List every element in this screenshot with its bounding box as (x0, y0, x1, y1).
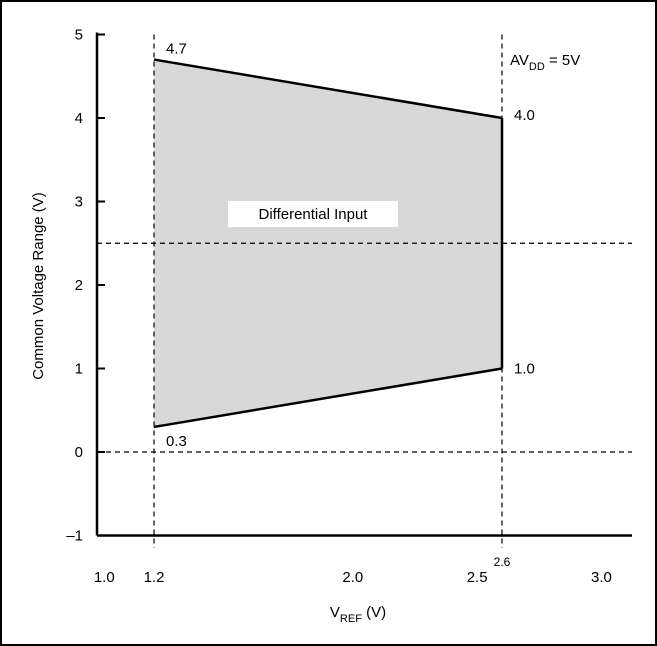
avdd-sub: DD (529, 61, 545, 73)
point-label: 1.0 (514, 361, 535, 378)
differential-input-region (154, 59, 502, 427)
x-axis-label-unit: (V) (362, 604, 386, 621)
point-label: 0.3 (166, 433, 187, 450)
avdd-main: AV (510, 52, 529, 69)
avdd-annotation: AVDD = 5V (510, 52, 580, 73)
region-label-background (228, 201, 398, 227)
region-edges (153, 58, 504, 429)
y-tick-label: 4 (75, 110, 83, 127)
plot-area: 5 4 3 2 1 0 –1 1.0 1.2 2.0 2.5 3.0 2.6 4.7 4.0 1.0 0.3… (30, 27, 632, 625)
y-axis-label: Common Voltage Range (V) (30, 192, 47, 380)
y-tick-label: 2 (75, 277, 83, 294)
region-label-text: Differential Input (259, 206, 369, 223)
point-label: 4.0 (514, 107, 535, 124)
x-tick-label: 1.0 (94, 569, 115, 586)
upper-boundary-line (153, 58, 503, 120)
x-axis-label-main: V (330, 604, 340, 621)
y-tick-label: –1 (66, 528, 83, 545)
lower-boundary-line (153, 367, 503, 429)
x-tick-label: 1.2 (144, 569, 165, 586)
y-tick-label: 3 (75, 194, 83, 211)
x-tick-label-extra: 2.6 (494, 555, 511, 569)
y-tick-label: 1 (75, 361, 83, 378)
point-labels: 4.7 4.0 1.0 0.3 (166, 41, 535, 450)
x-ticks: 1.0 1.2 2.0 2.5 3.0 2.6 (94, 555, 612, 586)
x-tick-label: 2.5 (467, 569, 488, 586)
point-label: 4.7 (166, 41, 187, 58)
avdd-tail: = 5V (545, 52, 580, 69)
y-ticks: 5 4 3 2 1 0 –1 (66, 27, 105, 545)
x-tick-label: 2.0 (342, 569, 363, 586)
region-label: Differential Input (228, 201, 398, 227)
y-tick-label: 5 (75, 27, 83, 44)
x-axis-label: VREF (V) (330, 604, 386, 625)
x-tick-label: 3.0 (591, 569, 612, 586)
x-axis-label-sub: REF (340, 613, 362, 625)
y-tick-label: 0 (75, 444, 83, 461)
